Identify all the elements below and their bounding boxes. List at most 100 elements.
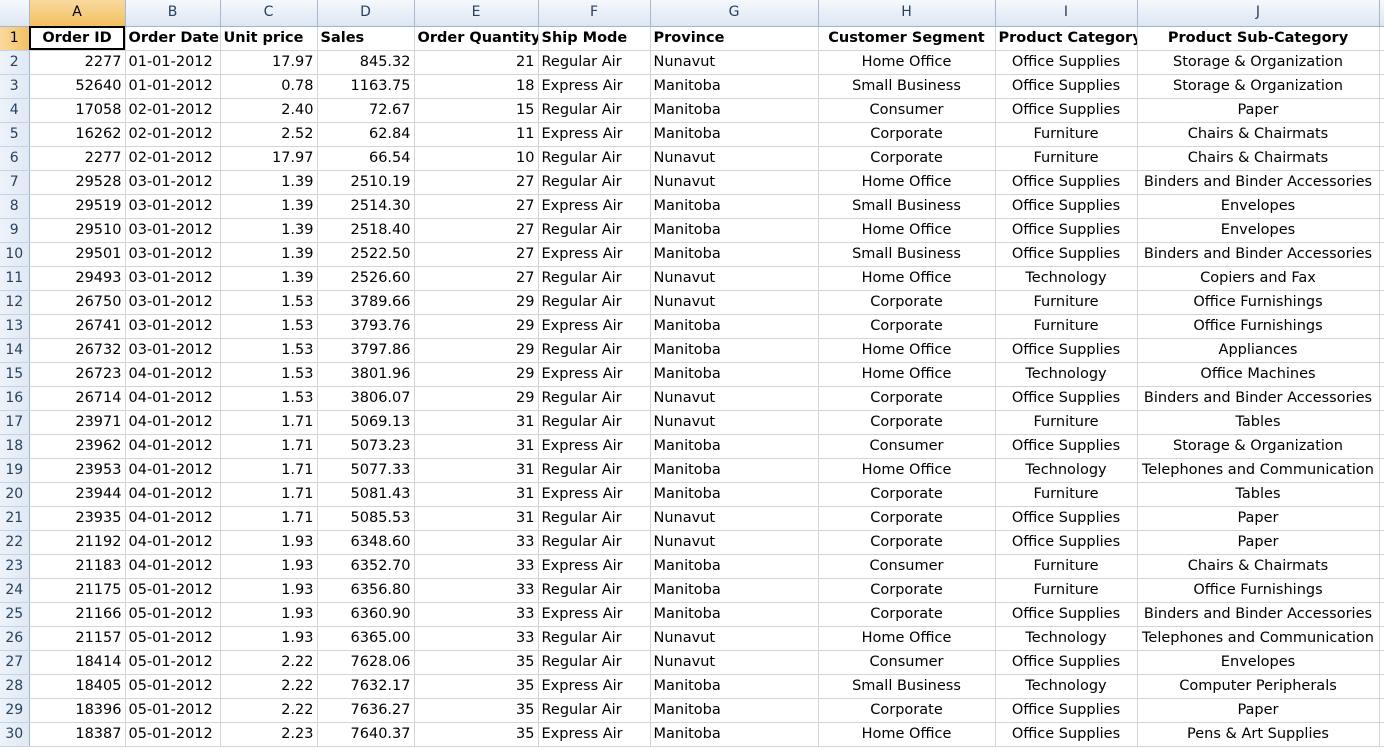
cell-product-category[interactable]: Office Supplies [995,98,1138,123]
cell-product-category[interactable]: Office Supplies [995,218,1138,243]
empty-cell[interactable] [1379,458,1384,483]
row-header[interactable]: 20 [0,482,30,507]
cell-order-quantity[interactable]: 27 [414,266,539,291]
cell-sales[interactable]: 7632.17 [317,674,415,699]
cell-customer-segment[interactable]: Consumer [818,98,996,123]
cell-order-id[interactable]: 21157 [29,626,126,651]
cell-ship-mode[interactable]: Express Air [538,602,651,627]
row-header[interactable]: 3 [0,74,30,99]
cell-order-quantity[interactable]: 31 [414,458,539,483]
row-header[interactable]: 14 [0,338,30,363]
cell-sales[interactable]: 5081.43 [317,482,415,507]
cell-product-sub-category[interactable]: Storage & Organization [1137,434,1380,459]
cell-sales[interactable]: 62.84 [317,122,415,147]
cell-product-sub-category[interactable]: Pens & Art Supplies [1137,722,1380,747]
cell-province[interactable]: Manitoba [650,362,819,387]
cell-sales[interactable]: 6356.80 [317,578,415,603]
cell-ship-mode[interactable]: Express Air [538,122,651,147]
column-header-g[interactable]: G [650,0,819,27]
cell-order-quantity[interactable]: 29 [414,362,539,387]
cell-sales[interactable]: 7640.37 [317,722,415,747]
cell-order-id[interactable]: 18396 [29,698,126,723]
cell-product-category[interactable]: Furniture [995,146,1138,171]
row-header[interactable]: 21 [0,506,30,531]
cell-product-sub-category[interactable]: Paper [1137,530,1380,555]
row-header[interactable]: 11 [0,266,30,291]
cell-ship-mode[interactable]: Regular Air [538,410,651,435]
cell-order-quantity[interactable]: 33 [414,530,539,555]
cell-province[interactable]: Manitoba [650,242,819,267]
cell-product-sub-category[interactable]: Tables [1137,410,1380,435]
header-cell-ship-mode[interactable]: Ship Mode [538,26,651,51]
cell-product-category[interactable]: Office Supplies [995,602,1138,627]
cell-order-quantity[interactable]: 31 [414,410,539,435]
row-header[interactable]: 8 [0,194,30,219]
cell-order-quantity[interactable]: 18 [414,74,539,99]
cell-customer-segment[interactable]: Corporate [818,122,996,147]
row-header[interactable]: 23 [0,554,30,579]
cell-order-id[interactable]: 16262 [29,122,126,147]
cell-order-date[interactable]: 04-01-2012 [125,482,221,507]
cell-order-quantity[interactable]: 27 [414,242,539,267]
cell-order-date[interactable]: 01-01-2012 [125,74,221,99]
cell-order-date[interactable]: 05-01-2012 [125,626,221,651]
cell-province[interactable]: Manitoba [650,602,819,627]
cell-product-category[interactable]: Furniture [995,578,1138,603]
cell-sales[interactable]: 6360.90 [317,602,415,627]
cell-unit-price[interactable]: 1.39 [220,218,318,243]
cell-product-sub-category[interactable]: Telephones and Communication [1137,458,1380,483]
cell-product-sub-category[interactable]: Binders and Binder Accessories [1137,386,1380,411]
empty-cell[interactable] [1379,530,1384,555]
cell-customer-segment[interactable]: Small Business [818,242,996,267]
cell-ship-mode[interactable]: Express Air [538,722,651,747]
empty-cell[interactable] [1379,554,1384,579]
cell-product-sub-category[interactable]: Paper [1137,506,1380,531]
cell-ship-mode[interactable]: Express Air [538,314,651,339]
cell-customer-segment[interactable]: Corporate [818,146,996,171]
cell-customer-segment[interactable]: Home Office [818,722,996,747]
cell-order-quantity[interactable]: 31 [414,482,539,507]
select-all-corner[interactable] [0,0,30,27]
header-cell-order-quantity[interactable]: Order Quantity [414,26,539,51]
cell-sales[interactable]: 6352.70 [317,554,415,579]
empty-cell[interactable] [1379,650,1384,675]
cell-product-category[interactable]: Office Supplies [995,194,1138,219]
empty-cell[interactable] [1379,314,1384,339]
cell-order-quantity[interactable]: 10 [414,146,539,171]
cell-customer-segment[interactable]: Home Office [818,362,996,387]
cell-product-sub-category[interactable]: Paper [1137,698,1380,723]
cell-order-id[interactable]: 23953 [29,458,126,483]
cell-product-category[interactable]: Office Supplies [995,74,1138,99]
cell-unit-price[interactable]: 2.22 [220,698,318,723]
cell-province[interactable]: Manitoba [650,458,819,483]
header-cell-sales[interactable]: Sales [317,26,415,51]
cell-sales[interactable]: 3793.76 [317,314,415,339]
cell-product-sub-category[interactable]: Binders and Binder Accessories [1137,170,1380,195]
cell-order-date[interactable]: 02-01-2012 [125,122,221,147]
cell-unit-price[interactable]: 1.71 [220,434,318,459]
cell-ship-mode[interactable]: Regular Air [538,266,651,291]
row-header[interactable]: 19 [0,458,30,483]
cell-order-date[interactable]: 03-01-2012 [125,290,221,315]
row-header[interactable]: 29 [0,698,30,723]
empty-cell[interactable] [1379,386,1384,411]
cell-sales[interactable]: 6348.60 [317,530,415,555]
cell-customer-segment[interactable]: Home Office [818,218,996,243]
cell-ship-mode[interactable]: Regular Air [538,98,651,123]
cell-product-category[interactable]: Technology [995,458,1138,483]
row-header[interactable]: 4 [0,98,30,123]
cell-ship-mode[interactable]: Regular Air [538,458,651,483]
row-header[interactable]: 15 [0,362,30,387]
cell-unit-price[interactable]: 1.71 [220,482,318,507]
cell-order-date[interactable]: 05-01-2012 [125,650,221,675]
cell-product-sub-category[interactable]: Copiers and Fax [1137,266,1380,291]
cell-unit-price[interactable]: 1.93 [220,578,318,603]
empty-cell[interactable] [1379,506,1384,531]
cell-product-sub-category[interactable]: Paper [1137,98,1380,123]
cell-order-date[interactable]: 05-01-2012 [125,698,221,723]
cell-product-sub-category[interactable]: Storage & Organization [1137,50,1380,75]
column-header-a[interactable]: A [29,0,126,27]
empty-cell[interactable] [1379,218,1384,243]
row-header[interactable]: 24 [0,578,30,603]
cell-unit-price[interactable]: 17.97 [220,50,318,75]
